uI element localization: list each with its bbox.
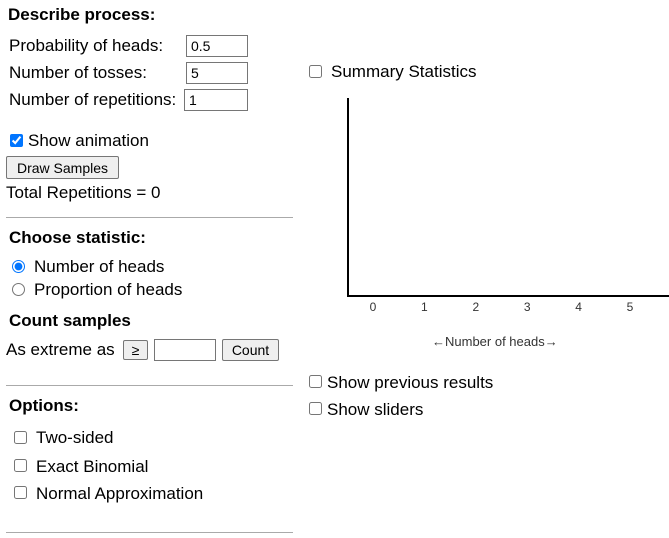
field-label: As extreme as [6,340,115,359]
button[interactable]: Count [222,339,279,361]
text-input[interactable] [154,339,216,361]
radio-label: Number of heads [34,257,165,276]
text-input[interactable] [184,89,248,111]
checkbox[interactable] [10,134,23,147]
checkbox-label: Two-sided [36,428,114,447]
text-input[interactable] [186,35,248,57]
button[interactable]: Draw Samples [6,156,119,179]
checkbox[interactable] [309,65,322,78]
checkbox[interactable] [309,375,322,388]
radio[interactable] [12,283,25,296]
checkbox-label: Exact Binomial [36,457,149,476]
axis-label: ←Number of heads→ [432,334,558,349]
checkbox[interactable] [14,486,27,499]
divider [6,217,293,218]
x-axis [347,295,669,297]
field-label: Number of repetitions: [9,90,177,109]
section-title: Options: [9,396,79,415]
checkbox-label: Normal Approximation [36,484,204,503]
y-axis [347,98,349,297]
radio-label: Proportion of heads [34,280,183,299]
section-title: Count samples [9,311,131,330]
checkbox[interactable] [14,431,27,444]
section-title: Describe process: [8,5,156,24]
button[interactable]: ≥ [123,340,148,360]
field-label: Probability of heads: [9,36,164,55]
divider [6,385,293,386]
x-tick-label: 2 [472,300,480,314]
text-input[interactable] [186,62,248,84]
checkbox[interactable] [309,402,322,415]
x-tick-label: 0 [369,300,377,314]
x-tick-label: 4 [575,300,582,314]
x-tick-label: 5 [626,300,634,314]
section-title: Choose statistic: [9,228,146,247]
field-label: Number of tosses: [9,63,147,82]
checkbox[interactable] [14,459,27,472]
checkbox-label: Summary Statistics [331,62,477,81]
checkbox-label: Show animation [28,131,149,150]
x-tick-label: 1 [421,300,428,314]
checkbox-label: Show sliders [327,400,424,419]
checkbox-label: Show previous results [327,373,494,392]
radio[interactable] [12,260,25,273]
status-text: Total Repetitions = 0 [6,183,161,202]
divider [6,532,293,533]
x-tick-label: 3 [523,300,531,314]
